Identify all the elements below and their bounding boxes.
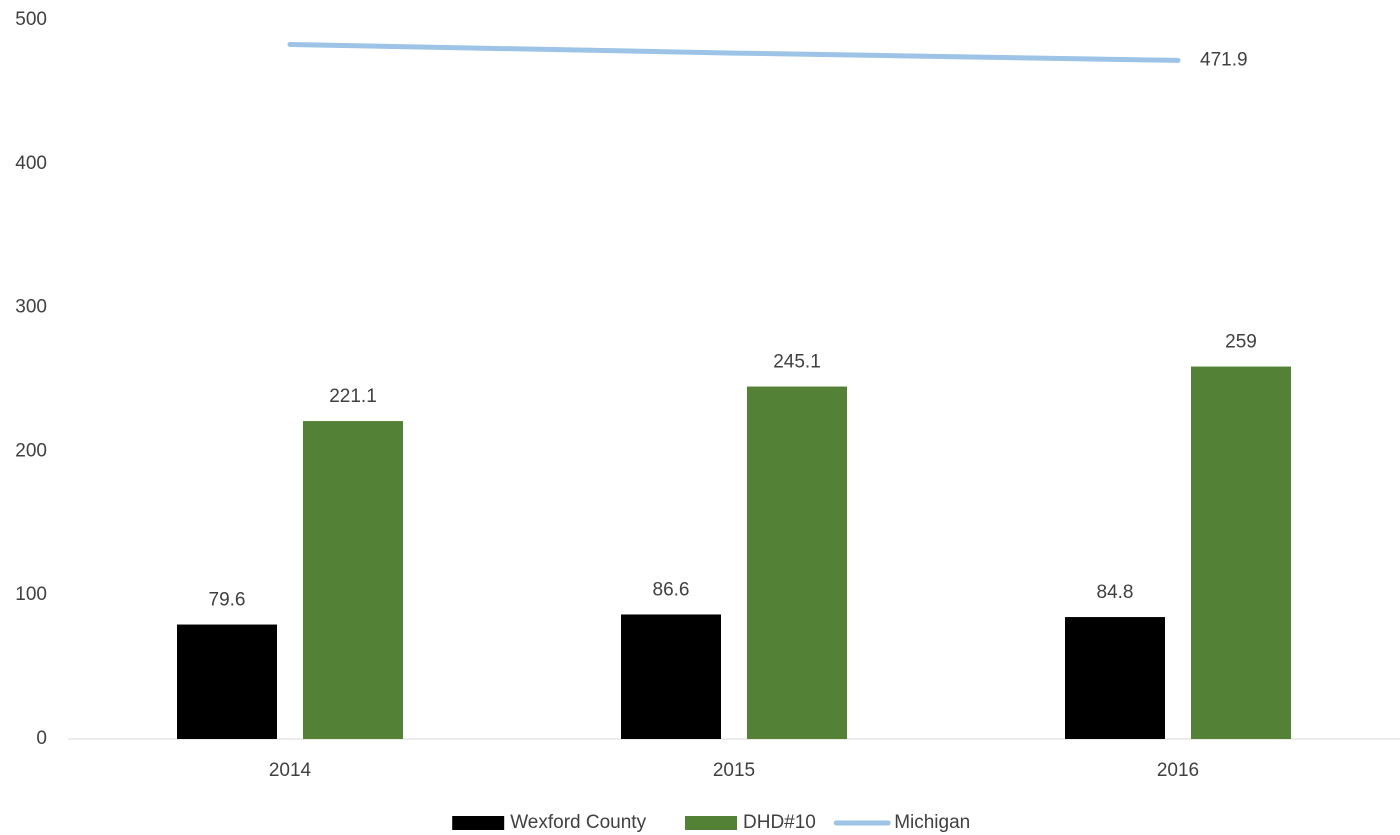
y-tick-label: 200 (15, 440, 47, 461)
x-tick-label: 2015 (713, 760, 755, 781)
bar (303, 421, 403, 739)
legend-swatch (452, 816, 505, 830)
x-tick-label: 2014 (269, 760, 312, 781)
bar (621, 614, 721, 739)
legend-swatch (685, 816, 737, 830)
data-label: 221.1 (329, 386, 377, 407)
legend-label: Wexford County (510, 812, 646, 833)
bar (1191, 366, 1291, 739)
y-tick-label: 100 (15, 584, 47, 605)
legend-label: DHD#10 (743, 812, 816, 833)
legend-label: Michigan (894, 812, 970, 833)
data-label: 259 (1225, 332, 1257, 353)
y-tick-label: 500 (15, 9, 47, 30)
data-label: 84.8 (1097, 582, 1134, 603)
data-label: 86.6 (653, 579, 690, 600)
data-label: 79.6 (209, 590, 246, 611)
y-tick-label: 400 (15, 153, 47, 174)
bar (747, 386, 847, 739)
bar (1065, 617, 1165, 739)
line (287, 41, 1181, 63)
data-label: 245.1 (773, 352, 821, 373)
y-tick-label: 0 (36, 728, 47, 749)
bar (177, 624, 277, 739)
data-label: 471.9 (1200, 49, 1248, 70)
x-tick-label: 2016 (1157, 760, 1199, 781)
y-tick-label: 300 (15, 297, 47, 318)
